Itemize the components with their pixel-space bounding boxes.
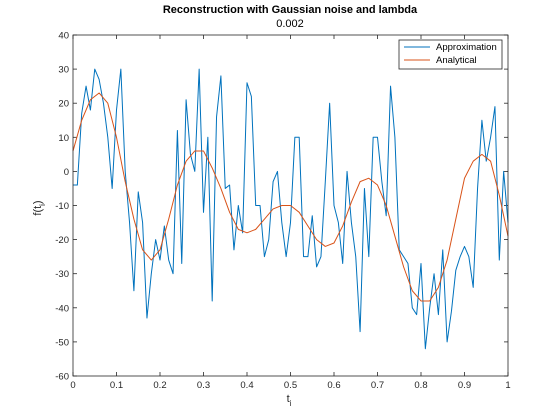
x-tick-label: 0.1 — [110, 380, 123, 391]
x-tick-label: 0.2 — [153, 380, 166, 391]
x-axis-label-main: t — [287, 393, 290, 405]
y-tick-label: -40 — [55, 303, 69, 314]
x-tick-label: 0.4 — [240, 380, 253, 391]
x-tick-label: 0.9 — [458, 380, 471, 391]
y-tick-label: 0 — [64, 167, 69, 178]
chart-subtitle: 0.002 — [276, 18, 304, 30]
x-tick-label: 0 — [70, 380, 75, 391]
x-axis-label: ti — [287, 393, 292, 408]
series-line-approximation — [73, 68, 509, 350]
x-tick-label: 1 — [505, 380, 510, 391]
y-tick-label: -50 — [55, 337, 69, 348]
x-tick-label: 0.3 — [197, 380, 210, 391]
x-tick-label: 0.7 — [371, 380, 384, 391]
y-tick-label: 30 — [58, 65, 69, 76]
chart-title: Reconstruction with Gaussian noise and l… — [163, 4, 418, 16]
y-tick-label: -60 — [55, 372, 69, 383]
x-axis-label-sub: i — [290, 399, 292, 408]
y-tick-labels: 40 30 20 10 0 -10 -20 -30 -40 -50 -60 — [55, 31, 69, 383]
legend: Approximation Analytical — [398, 39, 503, 70]
y-tick-label: -30 — [55, 269, 69, 280]
y-axis-label-main: f(t — [32, 206, 44, 216]
series-lines — [72, 68, 509, 350]
x-tick-label: 0.8 — [414, 380, 427, 391]
x-tick-labels: 0 0.1 0.2 0.3 0.4 0.5 0.6 0.7 0.8 0.9 1 — [70, 380, 510, 391]
legend-label-analytical: Analytical — [436, 55, 477, 66]
y-tick-label: 10 — [58, 133, 69, 144]
y-tick-label: 20 — [58, 99, 69, 110]
axes-box — [72, 34, 509, 377]
y-tick-label: -20 — [55, 235, 69, 246]
y-axis-label-close: ) — [32, 200, 44, 204]
legend-label-approximation: Approximation — [436, 42, 497, 53]
x-tick-label: 0.6 — [327, 380, 340, 391]
y-tick-label: 40 — [58, 31, 69, 42]
y-tick-label: -10 — [55, 201, 69, 212]
series-line-analytical — [72, 92, 509, 302]
y-axis-label-sub: i — [38, 204, 47, 206]
y-axis-label: f(ti) — [32, 200, 47, 215]
legend-box — [398, 39, 503, 70]
x-tick-label: 0.5 — [284, 380, 297, 391]
